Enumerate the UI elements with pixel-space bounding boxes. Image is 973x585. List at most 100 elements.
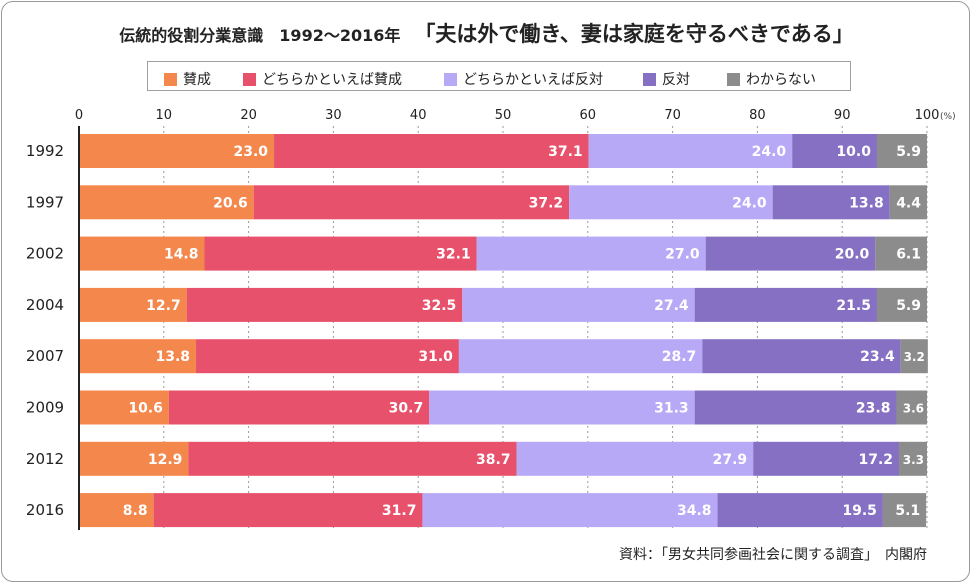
data-label-1992-agree: 23.0 [233, 144, 268, 160]
bar-2009-dont-know [896, 390, 927, 425]
data-label-1997-disagree: 13.8 [849, 195, 884, 211]
bar-2012-agree [79, 441, 189, 476]
legend: 賛成 どちらかといえば賛成 どちらかといえば反対 反対 わからない [147, 61, 851, 91]
data-label-1992-somewhat-agree: 37.1 [548, 144, 583, 160]
data-label-2016-agree: 8.8 [123, 503, 148, 519]
legend-swatch-disagree [643, 72, 656, 86]
data-label-2009-somewhat-disagree: 31.3 [654, 401, 689, 417]
bar-1992-dont-know [876, 134, 927, 168]
data-label-2009-agree: 10.6 [128, 401, 163, 417]
legend-label-somewhat-agree: どちらかといえば賛成 [262, 72, 402, 88]
x-tick-label-10: 10 [156, 108, 173, 123]
legend-label-dont-know: わからない [746, 72, 816, 88]
bar-2007-dont-know [900, 339, 928, 374]
bar-2009-somewhat-disagree [429, 390, 695, 425]
data-label-2007-agree: 13.8 [155, 349, 190, 365]
data-label-1997-somewhat-disagree: 24.0 [732, 195, 767, 211]
legend-item-somewhat-disagree: どちらかといえば反対 [444, 69, 603, 89]
bar-2012-dont-know [899, 441, 927, 476]
data-label-1992-dont-know: 5.9 [896, 144, 921, 160]
bar-1997-dont-know [889, 185, 927, 220]
legend-swatch-somewhat-agree [243, 72, 256, 86]
bar-2016-dont-know [882, 493, 927, 528]
data-label-2002-disagree: 20.0 [835, 247, 870, 263]
x-unit-label: (%) [940, 112, 956, 122]
bar-2007-disagree [702, 339, 901, 374]
bar-1992-somewhat-agree [274, 134, 589, 168]
data-label-2004-agree: 12.7 [146, 298, 181, 314]
legend-swatch-dont-know [727, 72, 740, 86]
data-label-2009-dont-know: 3.6 [903, 402, 924, 416]
data-label-2002-somewhat-disagree: 27.0 [665, 247, 700, 263]
data-label-2012-somewhat-disagree: 27.9 [713, 452, 748, 468]
data-label-2007-somewhat-disagree: 28.7 [662, 349, 697, 365]
y-category-label-2016: 2016 [26, 501, 64, 519]
legend-item-disagree: 反対 [643, 69, 690, 89]
data-label-2007-disagree: 23.4 [860, 349, 895, 365]
bar-2009-agree [79, 390, 169, 425]
bar-2004-agree [79, 287, 187, 322]
bar-1997-somewhat-agree [253, 185, 570, 220]
bar-2012-somewhat-agree [188, 441, 517, 476]
data-label-2004-somewhat-agree: 32.5 [422, 298, 457, 314]
y-category-label-2009: 2009 [26, 399, 64, 417]
data-label-2007-dont-know: 3.2 [904, 350, 925, 364]
bar-1992-somewhat-disagree [588, 134, 793, 168]
y-category-label-2002: 2002 [26, 245, 64, 263]
legend-label-agree: 賛成 [183, 72, 211, 88]
data-label-1992-somewhat-disagree: 24.0 [752, 144, 787, 160]
x-tick-label-100: 100 [915, 108, 940, 123]
y-category-label-1997: 1997 [26, 193, 64, 211]
bar-1997-somewhat-disagree [569, 185, 773, 220]
data-label-2002-somewhat-agree: 32.1 [436, 247, 471, 263]
x-tick-label-60: 60 [580, 108, 597, 123]
y-category-label-2007: 2007 [26, 347, 64, 365]
data-label-1997-somewhat-agree: 37.2 [529, 195, 564, 211]
bar-1992-agree [79, 134, 275, 168]
x-tick-label-80: 80 [749, 108, 766, 123]
x-tick-label-40: 40 [410, 108, 427, 123]
data-label-2004-dont-know: 5.9 [896, 298, 921, 314]
x-tick-label-70: 70 [664, 108, 681, 123]
bar-2012-disagree [753, 441, 900, 476]
bar-2007-agree [79, 339, 197, 374]
chart-title: 伝統的役割分業意識 1992〜2016年 [119, 26, 401, 45]
data-label-2012-somewhat-agree: 38.7 [476, 452, 511, 468]
data-label-2009-somewhat-agree: 30.7 [389, 401, 424, 417]
bar-2016-agree [79, 493, 154, 528]
bar-2016-disagree [717, 493, 883, 528]
data-label-2004-disagree: 21.5 [836, 298, 871, 314]
y-category-label-2012: 2012 [26, 450, 64, 468]
bar-2012-somewhat-disagree [516, 441, 754, 476]
bar-2009-somewhat-agree [168, 390, 430, 425]
bar-2002-somewhat-agree [204, 236, 477, 271]
legend-item-agree: 賛成 [164, 69, 211, 89]
data-label-2002-dont-know: 6.1 [896, 247, 921, 263]
bar-1992-disagree [792, 134, 877, 168]
data-label-2007-somewhat-agree: 31.0 [418, 349, 453, 365]
data-label-2004-somewhat-disagree: 27.4 [654, 298, 689, 314]
data-label-1997-dont-know: 4.4 [896, 195, 921, 211]
x-tick-label-20: 20 [240, 108, 257, 123]
bar-2002-somewhat-disagree [476, 236, 706, 271]
bar-2004-dont-know [876, 287, 927, 322]
data-label-2016-somewhat-agree: 31.7 [382, 503, 417, 519]
bar-2007-somewhat-agree [196, 339, 459, 374]
x-tick-label-30: 30 [325, 108, 342, 123]
data-label-1992-disagree: 10.0 [836, 144, 871, 160]
legend-label-somewhat-disagree: どちらかといえば反対 [463, 72, 603, 88]
data-label-2012-dont-know: 3.3 [903, 453, 924, 467]
chart-title-block: 伝統的役割分業意識 1992〜2016年 「夫は外で働き、妻は家庭を守るべきである… [0, 18, 973, 48]
bar-2004-somewhat-disagree [462, 287, 695, 322]
y-category-label-2004: 2004 [26, 296, 64, 314]
bar-2016-somewhat-agree [153, 493, 423, 528]
bar-2002-agree [79, 236, 205, 271]
data-label-2002-agree: 14.8 [164, 247, 199, 263]
bar-2009-disagree [694, 390, 897, 425]
data-label-2016-somewhat-disagree: 34.8 [677, 503, 712, 519]
legend-swatch-somewhat-disagree [444, 72, 457, 86]
legend-item-somewhat-agree: どちらかといえば賛成 [243, 69, 402, 89]
bar-2007-somewhat-disagree [458, 339, 703, 374]
data-label-2016-dont-know: 5.1 [895, 503, 920, 519]
